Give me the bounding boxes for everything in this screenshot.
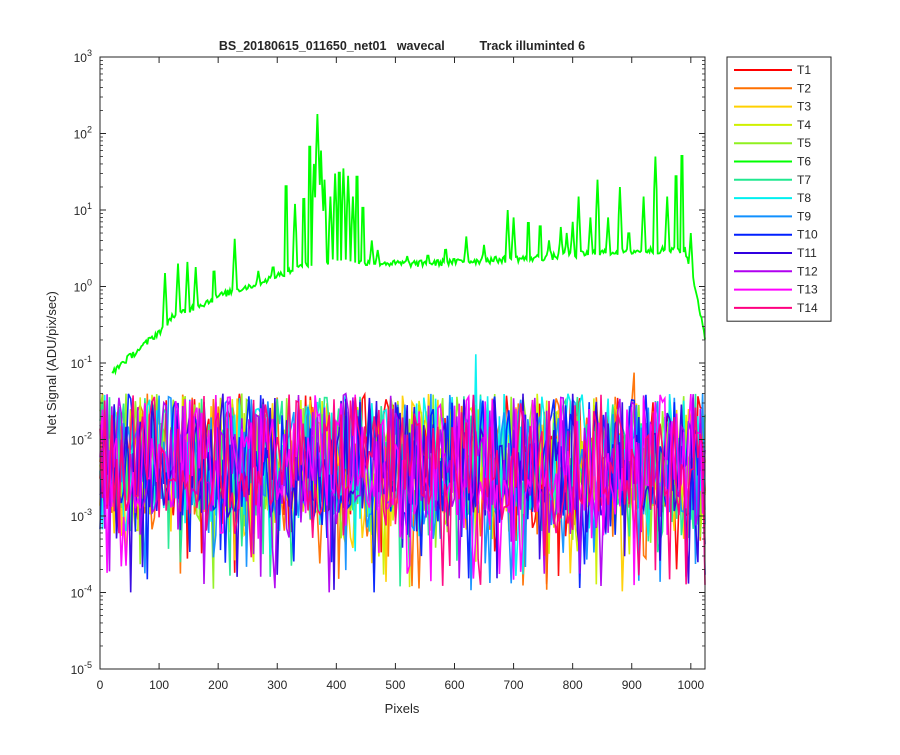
x-tick-label: 200: [208, 678, 228, 692]
legend-item-t7[interactable]: T7: [734, 173, 811, 187]
legend-item-t6[interactable]: T6: [734, 155, 811, 169]
x-tick-label: 800: [563, 678, 583, 692]
legend-item-t12[interactable]: T12: [734, 264, 818, 278]
y-tick-label: 10-3: [71, 507, 92, 524]
legend-item-t13[interactable]: T13: [734, 283, 818, 297]
legend-item-t10[interactable]: T10: [734, 228, 818, 242]
x-tick-label: 500: [385, 678, 405, 692]
y-tick-label: 101: [74, 201, 92, 218]
legend[interactable]: T1 T2 T3 T4 T5 T6 T7 T8 T9 T10 T11 T12 T13 T14: [726, 56, 832, 322]
legend-label: T9: [797, 209, 811, 223]
y-tick-label: 102: [74, 125, 92, 142]
series-layer: [111, 113, 706, 376]
legend-label: T2: [797, 81, 811, 95]
series-line-t14: [99, 394, 706, 586]
y-axis-label: Net Signal (ADU/pix/sec): [44, 291, 59, 435]
chart-title: BS_20180615_011650_net01 wavecal Track i…: [219, 39, 585, 53]
legend-label: T14: [797, 301, 818, 315]
legend-item-t5[interactable]: T5: [734, 136, 811, 150]
legend-item-t1[interactable]: T1: [734, 63, 811, 77]
legend-label: T3: [797, 100, 811, 114]
x-tick-label: 900: [622, 678, 642, 692]
x-axis-label: Pixels: [385, 701, 420, 716]
axes: 0 100 200 300 400 500 600 700 800 900 1000 10-5 10-4…: [71, 48, 706, 692]
x-tick-label: 100: [149, 678, 169, 692]
legend-label: T8: [797, 191, 811, 205]
x-tick-label: 400: [326, 678, 346, 692]
legend-label: T6: [797, 155, 811, 169]
y-tick-label: 10-2: [71, 431, 92, 448]
x-tick-label: 600: [444, 678, 464, 692]
legend-label: T11: [797, 246, 817, 260]
y-tick-label: 103: [74, 48, 92, 65]
x-tick-label: 300: [267, 678, 287, 692]
legend-box: [726, 56, 832, 322]
series-line-t6: [111, 113, 706, 376]
legend-label: T10: [797, 228, 818, 242]
y-tick-label: 100: [74, 278, 92, 295]
legend-item-t3[interactable]: T3: [734, 100, 811, 114]
series-line-t13: [99, 393, 706, 586]
legend-item-t2[interactable]: T2: [734, 81, 811, 95]
legend-item-t9[interactable]: T9: [734, 209, 811, 223]
y-tick-label: 10-4: [71, 584, 92, 601]
background-noise-traces: [99, 354, 706, 593]
legend-item-t4[interactable]: T4: [734, 118, 811, 132]
x-tick-label: 0: [97, 678, 104, 692]
y-tick-label: 10-1: [71, 354, 92, 371]
legend-label: T7: [797, 173, 811, 187]
plot-area: [100, 57, 705, 669]
legend-label: T5: [797, 136, 811, 150]
x-tick-label: 700: [504, 678, 524, 692]
y-tick-label: 10-5: [71, 660, 92, 677]
legend-label: T1: [797, 63, 811, 77]
legend-label: T4: [797, 118, 811, 132]
x-tick-label: 1000: [677, 678, 704, 692]
legend-label: T12: [797, 264, 818, 278]
legend-item-t14[interactable]: T14: [734, 301, 818, 315]
legend-item-t11[interactable]: T11: [734, 246, 817, 260]
legend-item-t8[interactable]: T8: [734, 191, 811, 205]
legend-label: T13: [797, 283, 818, 297]
